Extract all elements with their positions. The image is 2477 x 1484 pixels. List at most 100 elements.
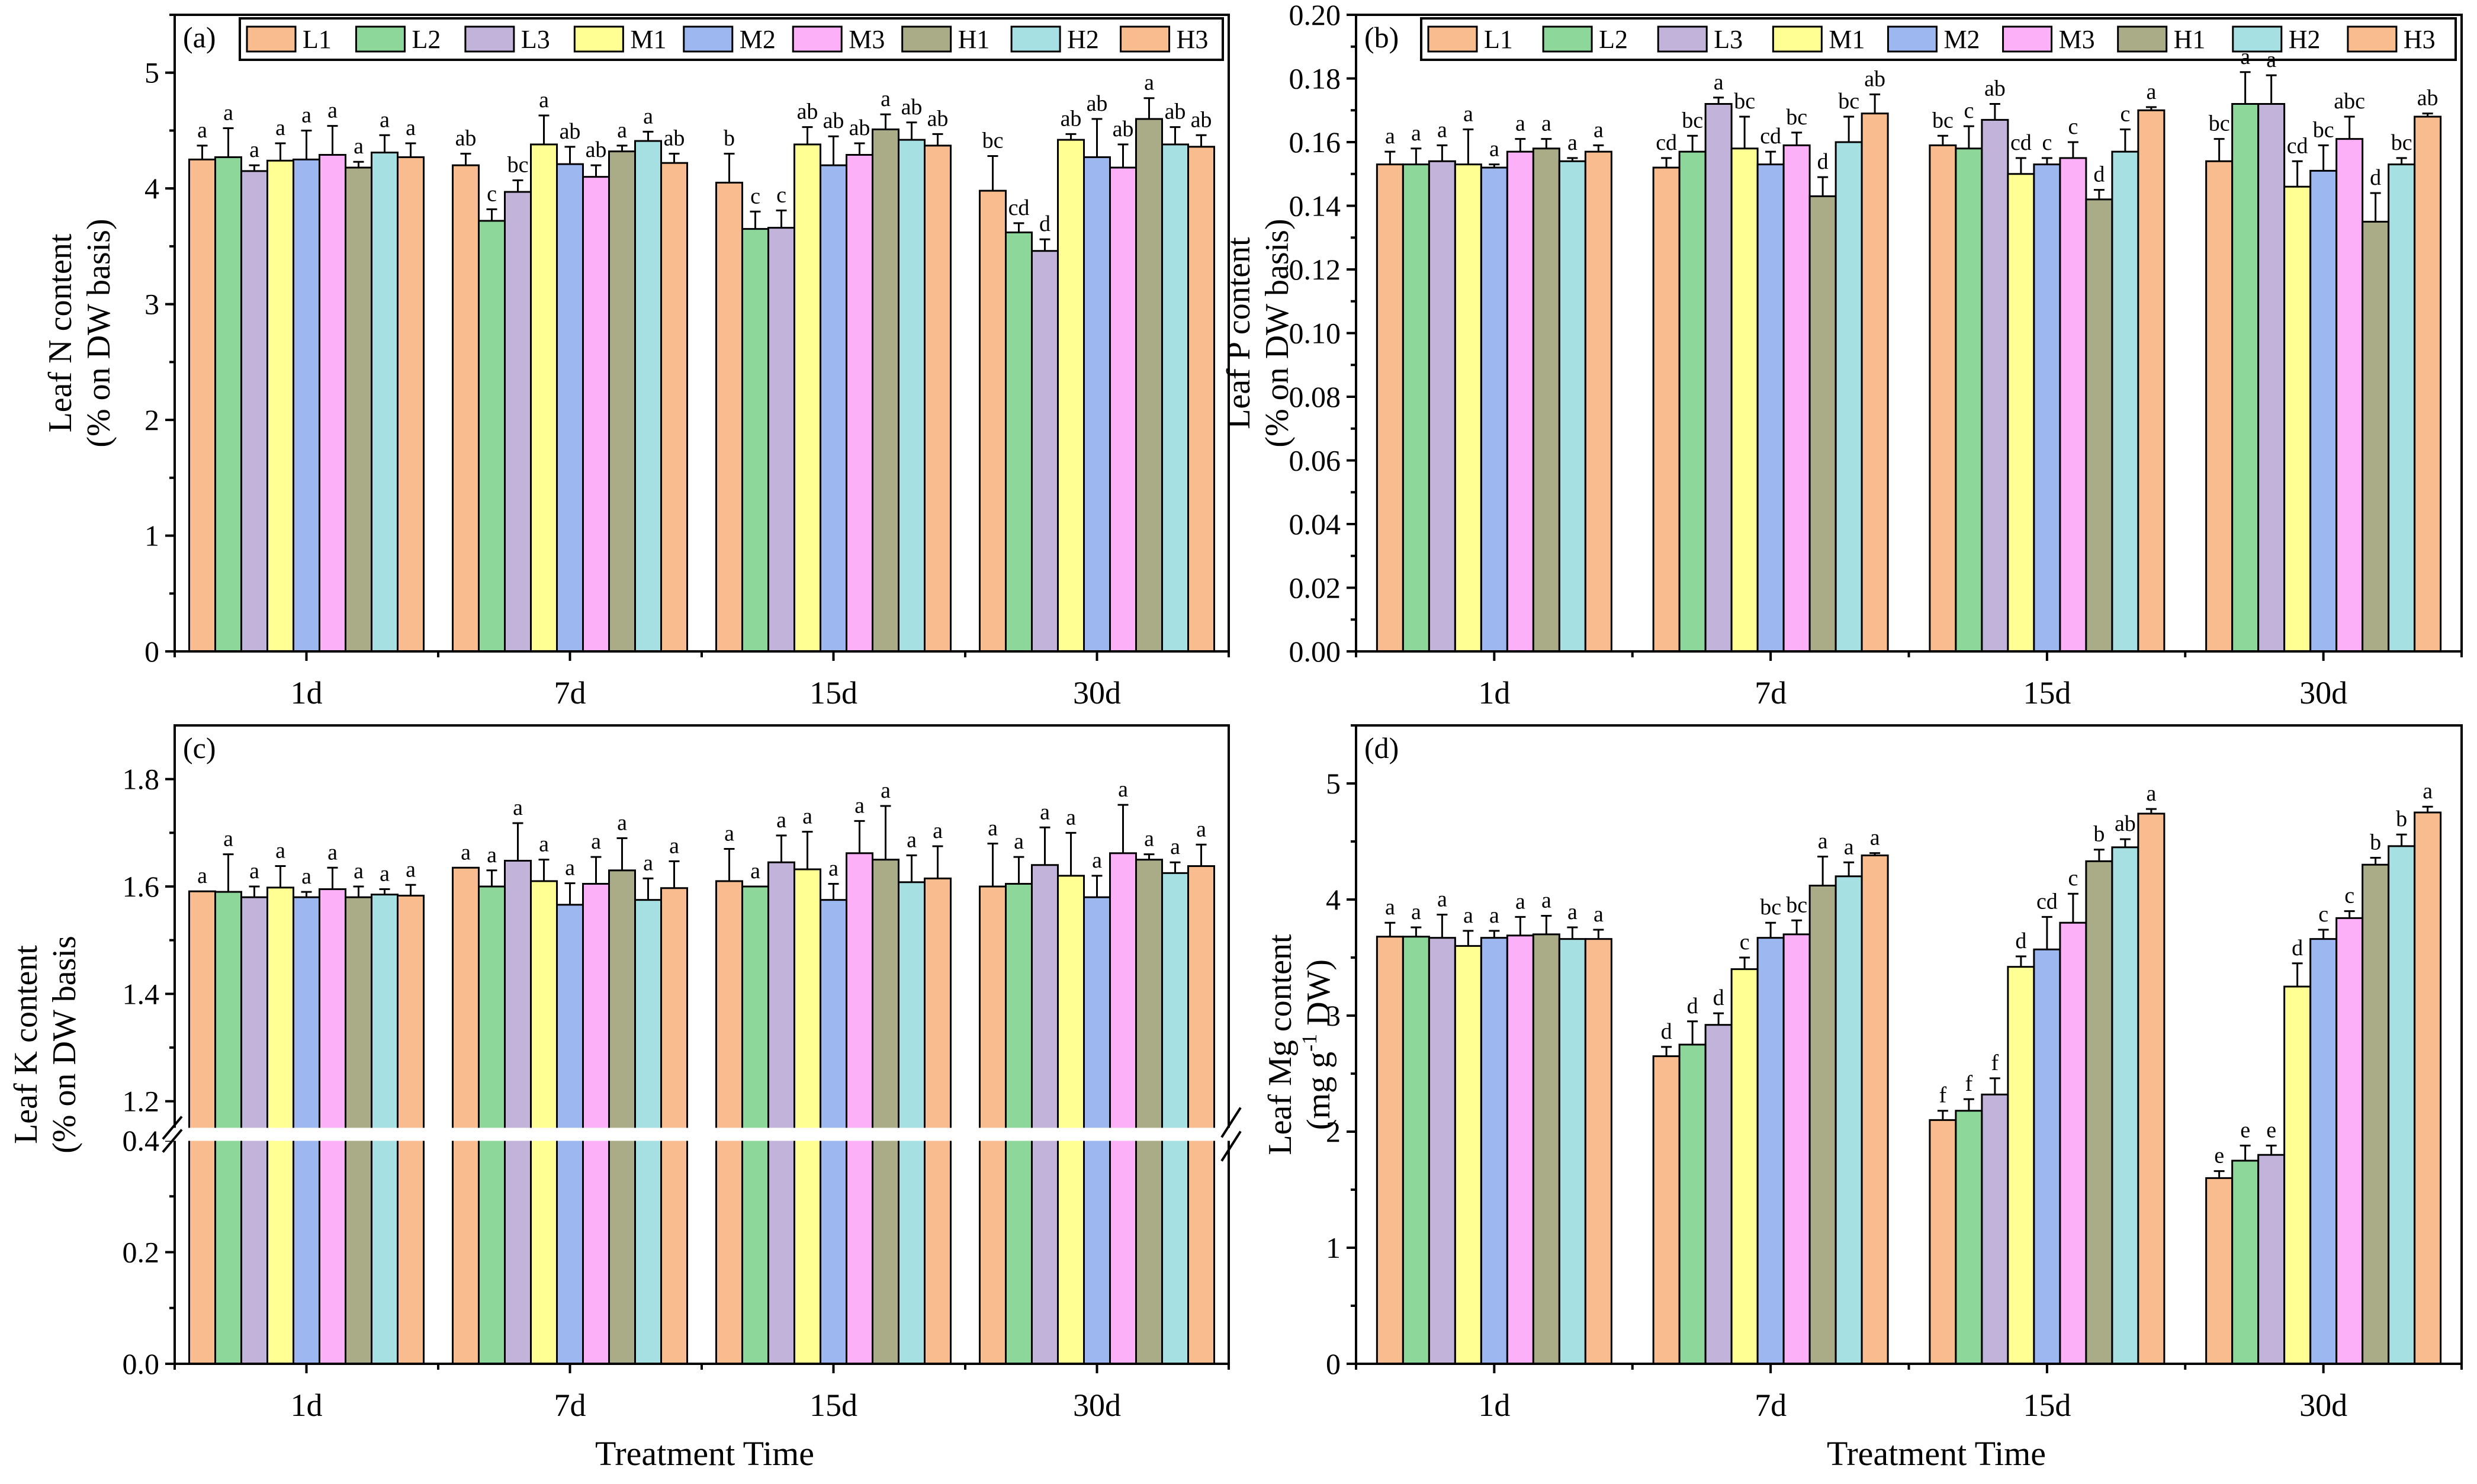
significance-label-L3-30d: e <box>2266 1118 2276 1143</box>
significance-label-H3-30d: ab <box>2417 86 2439 111</box>
bar-L2-30d <box>1005 882 1033 1365</box>
significance-label-L1-1d: a <box>1385 895 1395 920</box>
significance-label-L2-1d: a <box>1411 121 1421 146</box>
significance-label-M3-15d: a <box>854 793 865 818</box>
legend-label-H2: H2 <box>1067 25 1099 54</box>
bar-H2-15d <box>898 139 926 653</box>
bar-L1-15d <box>715 181 743 653</box>
significance-label-M1-1d: a <box>1463 903 1473 928</box>
significance-label-L2-7d: bc <box>1682 108 1703 133</box>
bar-L2-15d <box>741 228 769 653</box>
bar-L2-1d <box>1402 936 1430 1365</box>
bar-H3-1d <box>397 156 425 653</box>
significance-label-M1-15d: ab <box>797 99 818 124</box>
bar-H2-1d <box>371 152 399 653</box>
significance-label-M3-15d: c <box>2068 114 2078 139</box>
significance-label-L3-30d: d <box>1039 211 1050 236</box>
legend-label-L3: L3 <box>1714 25 1743 54</box>
significance-label-M3-15d: ab <box>849 115 870 140</box>
x-tick-label: 30d <box>1073 1387 1121 1423</box>
significance-label-M2-1d: a <box>1489 903 1499 928</box>
bar-H3-30d <box>1187 865 1215 1365</box>
bar-H2-30d <box>2388 163 2416 653</box>
significance-label-L2-15d: f <box>1965 1071 1973 1096</box>
significance-label-L3-15d: a <box>776 808 786 833</box>
significance-label-L3-30d: a <box>1040 799 1050 824</box>
bar-M3-7d <box>582 176 610 653</box>
bar-H3-15d <box>924 144 952 653</box>
bar-L1-30d <box>979 885 1007 1365</box>
bar-H2-7d <box>634 140 662 653</box>
y-axis-title-line1: Leaf K content <box>8 945 44 1144</box>
bar-L2-7d <box>1678 1043 1707 1365</box>
legend-label-H1: H1 <box>2174 25 2206 54</box>
y-axis-title-line2: (% on DW basis) <box>1259 219 1296 447</box>
legend-swatch-M3 <box>792 25 843 53</box>
bar-M2-1d <box>1480 166 1508 653</box>
significance-label-M2-1d: a <box>301 864 311 889</box>
bar-L3-30d <box>1031 864 1059 1365</box>
bar-M1-1d <box>1454 945 1482 1365</box>
significance-label-M1-30d: a <box>1066 805 1076 830</box>
significance-label-L1-1d: a <box>197 863 207 888</box>
significance-label-L1-1d: a <box>1385 124 1395 149</box>
significance-label-M1-1d: a <box>1463 102 1473 127</box>
legend-swatch-H3 <box>1120 25 1171 53</box>
bar-H1-15d <box>872 129 899 653</box>
x-tick-label: 15d <box>2023 675 2071 711</box>
significance-label-H1-7d: a <box>617 810 627 835</box>
significance-label-L3-7d: a <box>513 795 523 820</box>
bar-H2-7d <box>1835 875 1863 1365</box>
significance-label-H1-30d: a <box>1144 70 1154 95</box>
significance-label-M3-1d: a <box>1515 889 1525 914</box>
bar-M2-1d <box>293 158 320 653</box>
legend-swatch-H1 <box>901 25 952 53</box>
significance-label-L2-7d: a <box>487 843 497 868</box>
bar-H1-30d <box>2362 863 2390 1365</box>
bar-M3-1d <box>319 888 346 1365</box>
bar-L3-7d <box>1704 103 1733 653</box>
bar-H3-15d <box>2137 812 2166 1365</box>
significance-label-H2-1d: a <box>1567 130 1578 155</box>
bar-H3-7d <box>660 162 688 653</box>
panel-label: (c) <box>183 731 216 765</box>
significance-label-L2-15d: c <box>1964 98 1974 123</box>
significance-label-L1-30d: a <box>988 815 998 840</box>
bar-M3-30d <box>2335 917 2364 1365</box>
bar-M2-15d <box>2033 948 2061 1365</box>
significance-label-H2-30d: ab <box>1165 99 1186 124</box>
bar-H2-30d <box>2388 845 2416 1365</box>
significance-label-M2-15d: cd <box>2036 889 2058 914</box>
significance-label-M1-30d: ab <box>1061 106 1082 131</box>
bar-M2-15d <box>820 164 847 653</box>
y-axis-title-prefix: (mg g <box>1300 1052 1337 1130</box>
bar-M3-7d <box>1782 933 1811 1365</box>
bar-H2-15d <box>2111 150 2139 653</box>
significance-label-M1-15d: d <box>2015 929 2026 953</box>
bar-L3-15d <box>1981 1093 2009 1365</box>
x-axis-title-left: Treatment Time <box>595 1434 814 1473</box>
y-tick-label: 0.00 <box>1289 635 1341 668</box>
bar-H1-1d <box>345 166 372 653</box>
bar-H2-1d <box>1558 160 1586 653</box>
significance-label-M2-30d: ab <box>1087 91 1108 116</box>
significance-label-H3-15d: a <box>2146 781 2156 806</box>
bar-H3-1d <box>1584 150 1612 653</box>
axis-break-mark-left <box>162 1129 183 1153</box>
significance-label-L3-1d: a <box>249 137 259 162</box>
significance-label-L3-1d: a <box>249 859 259 884</box>
bar-H1-30d <box>1135 118 1163 653</box>
significance-label-M3-1d: a <box>1515 111 1525 136</box>
significance-label-H3-1d: a <box>406 115 416 140</box>
significance-label-M2-15d: c <box>2042 130 2052 155</box>
bar-L3-15d <box>767 227 795 653</box>
bar-L1-1d <box>1376 936 1404 1365</box>
significance-label-M3-1d: a <box>327 98 338 123</box>
legend-label-M1: M1 <box>630 25 666 54</box>
bar-M1-15d <box>793 143 821 653</box>
significance-label-L1-15d: b <box>724 126 735 151</box>
bar-L2-30d <box>2231 103 2260 653</box>
significance-label-L1-15d: f <box>1939 1083 1947 1108</box>
